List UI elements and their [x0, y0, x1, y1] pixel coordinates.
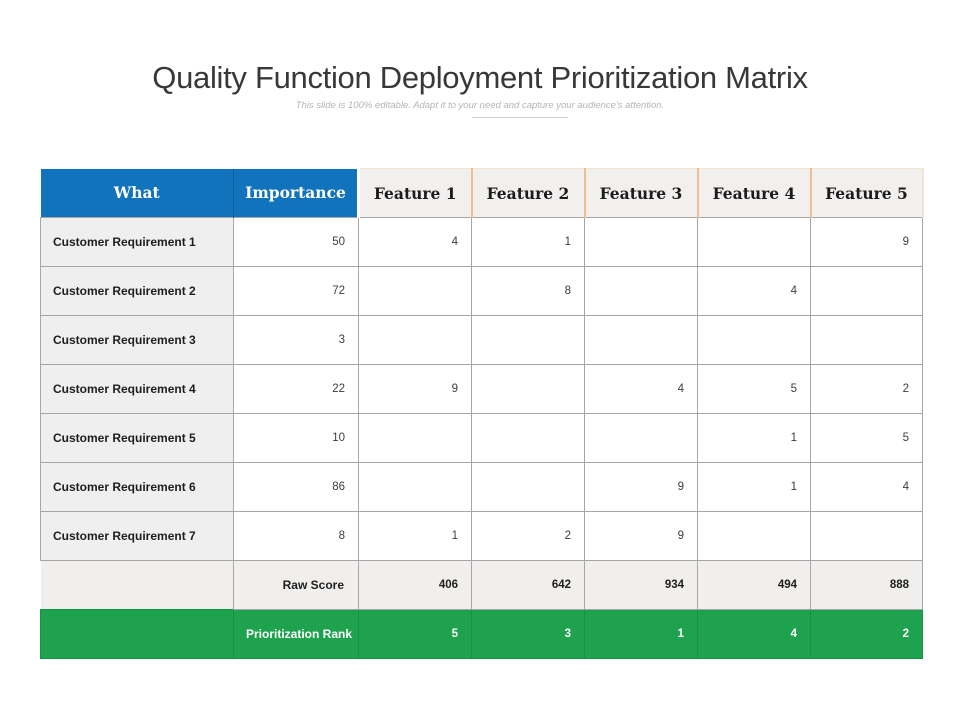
rank-feature-1: 5: [358, 609, 472, 659]
feature-3-value: 9: [584, 511, 698, 561]
feature-5-value: [810, 315, 923, 365]
rank-feature-4: 4: [697, 609, 811, 659]
feature-3-value: [584, 413, 698, 463]
importance-value: 3: [233, 315, 359, 365]
feature-5-value: 5: [810, 413, 923, 463]
subtitle-divider: [472, 117, 568, 118]
raw-score-feature-5: 888: [810, 560, 923, 610]
raw-score-feature-4: 494: [697, 560, 811, 610]
feature-4-value: 1: [697, 462, 811, 512]
requirement-label: Customer Requirement 3: [40, 315, 234, 365]
raw-score-feature-2: 642: [471, 560, 585, 610]
feature-5-value: 2: [810, 364, 923, 414]
feature-4-value: [697, 511, 811, 561]
feature-3-value: 4: [584, 364, 698, 414]
feature-3-value: 9: [584, 462, 698, 512]
feature-2-value: [471, 315, 585, 365]
slide-title: Quality Function Deployment Prioritizati…: [152, 60, 808, 95]
importance-value: 10: [233, 413, 359, 463]
rank-feature-2: 3: [471, 609, 585, 659]
header-row: What Importance Feature 1 Feature 2 Featur…: [40, 168, 924, 218]
feature-2-value: 1: [471, 217, 585, 267]
importance-value: 8: [233, 511, 359, 561]
feature-3-value: [584, 266, 698, 316]
raw-score-label: Raw Score: [233, 560, 359, 610]
rank-feature-5: 2: [810, 609, 923, 659]
column-header-feature-3: Feature 3: [583, 168, 698, 218]
requirement-row-1: Customer Requirement 1 50 4 1 9: [40, 217, 923, 267]
feature-4-value: 1: [697, 413, 811, 463]
feature-1-value: 9: [358, 364, 472, 414]
importance-value: 50: [233, 217, 359, 267]
requirement-row-4: Customer Requirement 4 22 9 4 5 2: [40, 364, 923, 414]
feature-4-value: [697, 217, 811, 267]
feature-1-value: [358, 462, 472, 512]
feature-1-value: [358, 413, 472, 463]
requirement-row-5: Customer Requirement 5 10 1 5: [40, 413, 923, 463]
feature-1-value: 1: [358, 511, 472, 561]
raw-score-feature-1: 406: [358, 560, 472, 610]
slide-subtitle: This slide is 100% editable. Adapt it to…: [295, 100, 665, 111]
importance-value: 72: [233, 266, 359, 316]
feature-2-value: [471, 413, 585, 463]
feature-2-value: 2: [471, 511, 585, 561]
column-header-feature-4: Feature 4: [696, 168, 811, 218]
empty-corner-cell: [40, 560, 234, 610]
feature-4-value: 4: [697, 266, 811, 316]
feature-5-value: 9: [810, 217, 923, 267]
feature-1-value: [358, 315, 472, 365]
requirement-label: Customer Requirement 2: [40, 266, 234, 316]
requirement-label: Customer Requirement 5: [40, 413, 234, 463]
column-header-feature-2: Feature 2: [470, 168, 585, 218]
prioritization-rank-label: Prioritization Rank: [233, 609, 359, 659]
column-header-feature-1: Feature 1: [357, 168, 472, 218]
feature-5-value: [810, 266, 923, 316]
raw-score-feature-3: 934: [584, 560, 698, 610]
feature-5-value: 4: [810, 462, 923, 512]
feature-3-value: [584, 217, 698, 267]
feature-2-value: [471, 364, 585, 414]
feature-2-value: [471, 462, 585, 512]
empty-corner-cell: [40, 609, 234, 659]
requirement-row-2: Customer Requirement 2 72 8 4: [40, 266, 923, 316]
importance-value: 86: [233, 462, 359, 512]
qfd-matrix-table: What Importance Feature 1 Feature 2 Featur…: [40, 168, 924, 659]
requirement-label: Customer Requirement 4: [40, 364, 234, 414]
column-header-importance: Importance: [233, 168, 359, 218]
column-header-feature-5: Feature 5: [809, 168, 924, 218]
requirement-label: Customer Requirement 7: [40, 511, 234, 561]
requirement-label: Customer Requirement 1: [40, 217, 234, 267]
feature-5-value: [810, 511, 923, 561]
importance-value: 22: [233, 364, 359, 414]
feature-3-value: [584, 315, 698, 365]
feature-1-value: 4: [358, 217, 472, 267]
requirement-label: Customer Requirement 6: [40, 462, 234, 512]
raw-score-row: Raw Score 406 642 934 494 888: [40, 560, 923, 610]
rank-feature-3: 1: [584, 609, 698, 659]
column-header-what: What: [40, 168, 234, 218]
feature-4-value: [697, 315, 811, 365]
requirement-row-6: Customer Requirement 6 86 9 1 4: [40, 462, 923, 512]
feature-4-value: 5: [697, 364, 811, 414]
feature-1-value: [358, 266, 472, 316]
feature-2-value: 8: [471, 266, 585, 316]
